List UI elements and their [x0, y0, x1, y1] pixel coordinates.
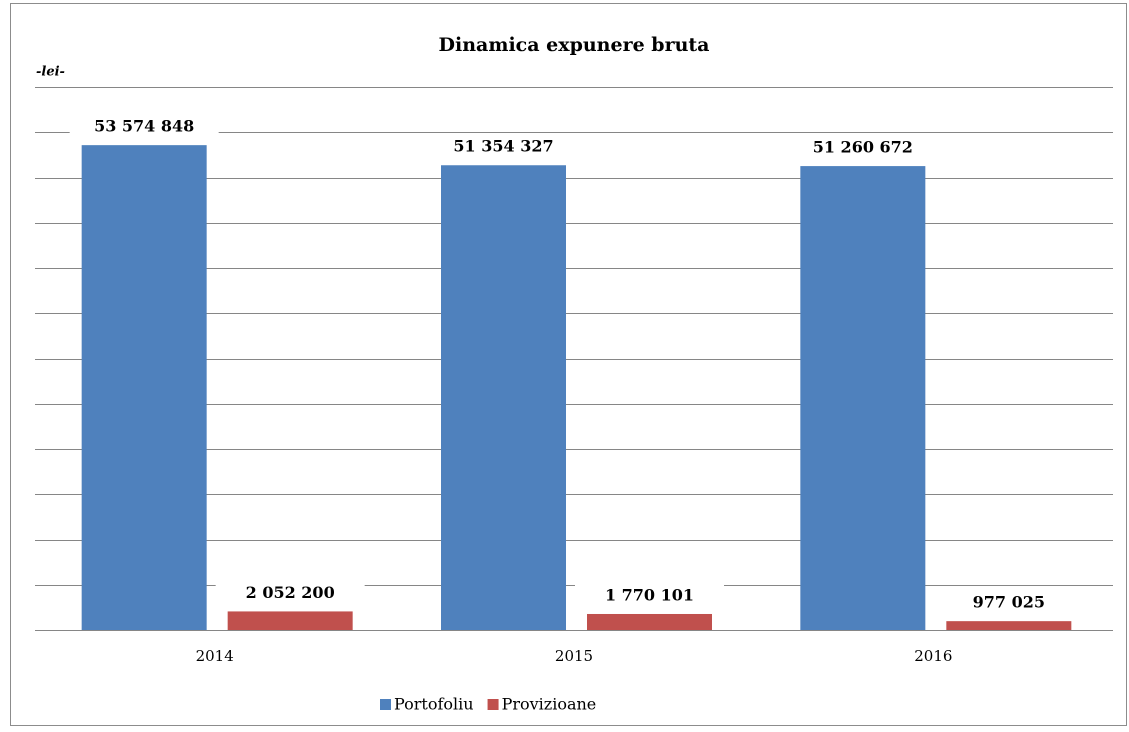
data-label: 51 260 672: [813, 138, 913, 157]
x-tick-label: 2014: [196, 647, 234, 665]
bar: [946, 621, 1072, 630]
x-tick-label: 2016: [914, 647, 952, 665]
bar: [587, 613, 712, 630]
bar: [81, 145, 207, 630]
unit-label: -lei-: [36, 65, 65, 80]
bar: [800, 166, 926, 630]
data-label: 53 574 848: [94, 117, 194, 136]
legend-label: Provizioane: [502, 695, 597, 714]
data-label: 1 770 101: [605, 585, 694, 604]
bar: [227, 611, 353, 630]
bar: [441, 165, 566, 630]
data-label-bg: [934, 592, 1084, 615]
data-label: 2 052 200: [246, 583, 335, 602]
data-label-bg: [69, 116, 219, 139]
data-label-bg: [215, 582, 365, 605]
legend-label: Portofoliu: [394, 695, 474, 714]
data-label-bg: [575, 584, 724, 607]
data-label-bg: [429, 136, 578, 159]
x-tick-label: 2015: [555, 647, 593, 665]
legend-swatch: [487, 699, 499, 710]
data-label: 977 025: [973, 593, 1045, 612]
data-label-bg: [788, 137, 938, 160]
chart-title: Dinamica expunere bruta: [439, 34, 710, 56]
data-label: 51 354 327: [453, 137, 553, 156]
legend-swatch: [380, 699, 391, 710]
